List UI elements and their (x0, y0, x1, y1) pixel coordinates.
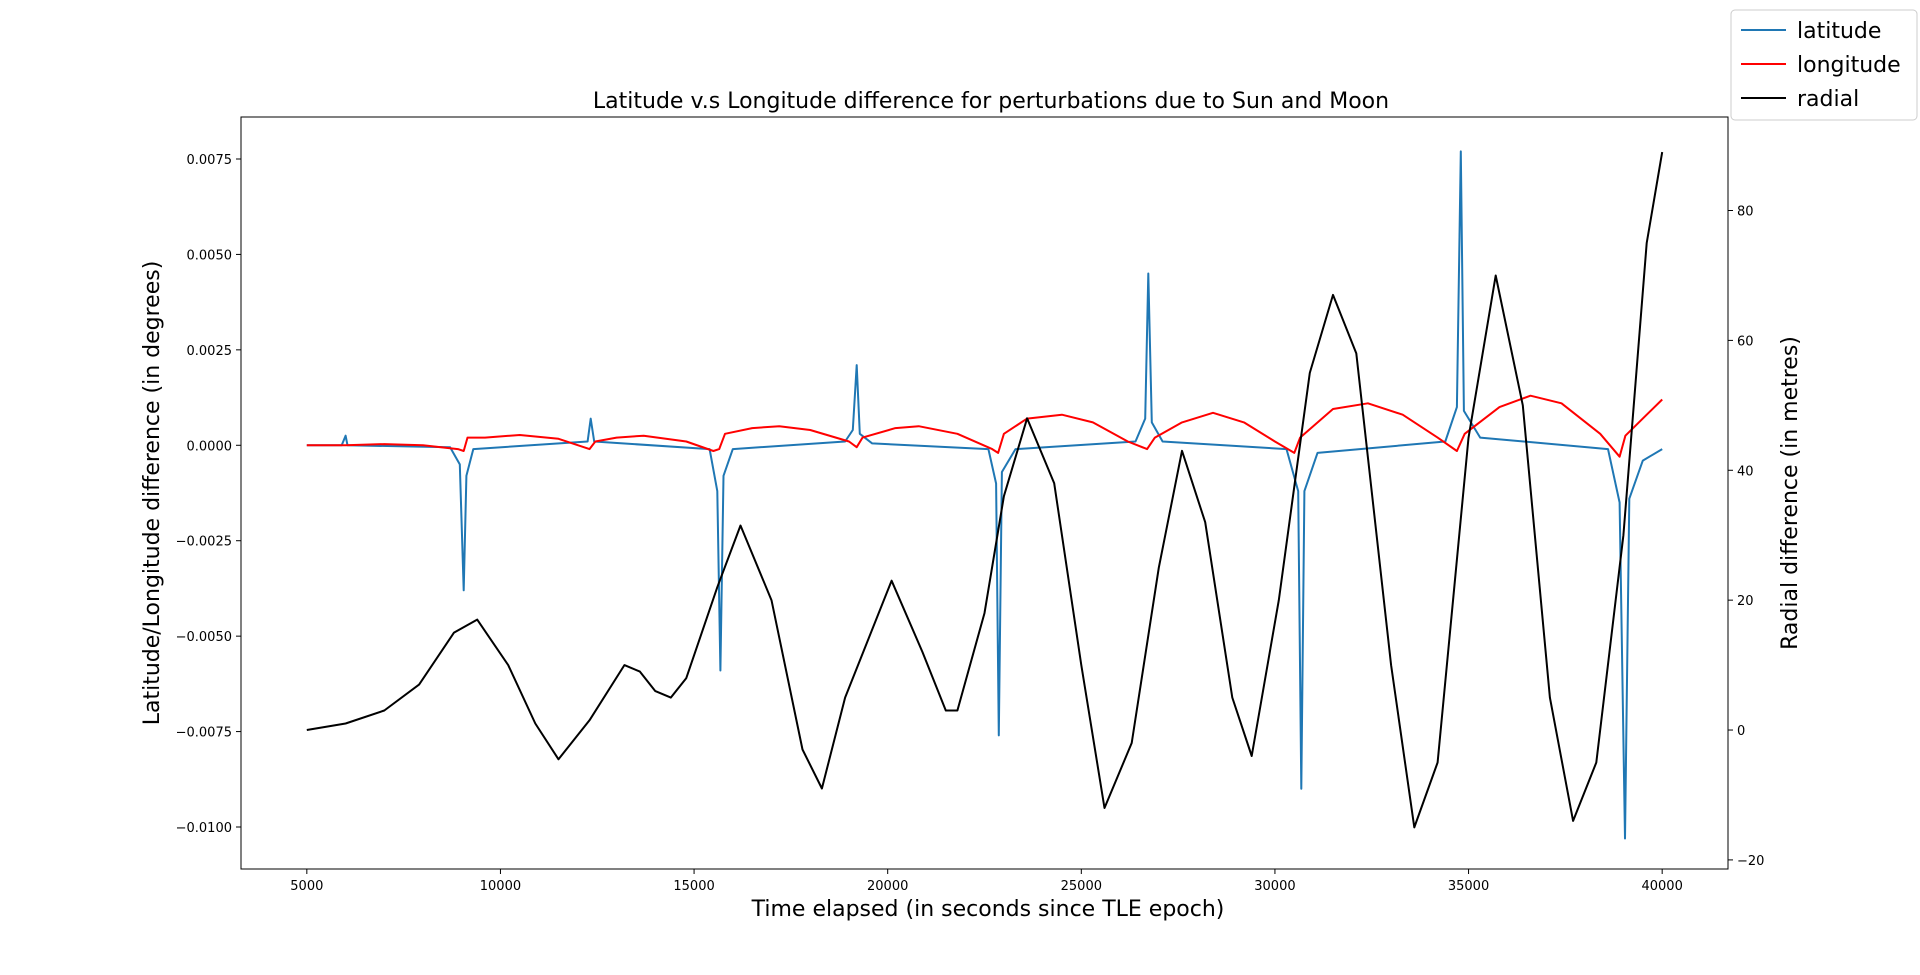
y-left-tick-label: 0.0075 (187, 153, 233, 168)
y-axis-right-label: Radial difference (in metres) (1778, 336, 1803, 650)
y-right-tick-label: 20 (1737, 594, 1754, 609)
y-left-tick-label: −0.0025 (176, 535, 232, 550)
series-line-radial (306, 151, 1664, 829)
y-left-tick-label: 0.0025 (187, 344, 233, 359)
y-left-tick-label: −0.0050 (176, 630, 232, 645)
y-right-tick-label: 60 (1737, 334, 1754, 349)
x-tick-label: 10000 (480, 879, 521, 894)
legend-box (1730, 9, 1918, 121)
y-left-tick-label: −0.0100 (176, 821, 232, 836)
series-line-longitude (306, 394, 1663, 458)
legend-label-radial: radial (1797, 87, 1859, 112)
x-tick-label: 15000 (673, 879, 714, 894)
x-tick-label: 35000 (1448, 879, 1489, 894)
y-left-tick-label: 0.0000 (187, 439, 233, 454)
y-axis-left: 0.0075 0.0050 0.0025 0.0000 −0.0025 −0.0050 −0… (176, 153, 241, 836)
x-axis: 5000 10000 15000 20000 25000 30000 35000 40000 (290, 869, 1683, 894)
x-tick-label: 20000 (867, 879, 908, 894)
x-tick-label: 25000 (1061, 879, 1102, 894)
legend: latitude longitude radial (1730, 9, 1918, 121)
y-right-tick-label: 40 (1737, 464, 1754, 479)
y-axis-left-label: Latitude/Longitude difference (in degree… (140, 261, 165, 726)
plot-lines (306, 150, 1664, 840)
x-tick-label: 30000 (1254, 879, 1295, 894)
y-right-tick-label: −20 (1737, 854, 1764, 869)
y-axis-right: 80 60 40 20 0 −20 (1728, 205, 1764, 869)
legend-label-latitude: latitude (1797, 19, 1881, 44)
y-right-tick-label: 0 (1737, 724, 1745, 739)
plot-frame (240, 116, 1729, 870)
y-left-tick-label: 0.0050 (187, 248, 233, 263)
legend-label-longitude: longitude (1797, 53, 1901, 78)
x-tick-label: 5000 (290, 879, 323, 894)
series-line-latitude (306, 150, 1663, 840)
x-tick-label: 40000 (1641, 879, 1682, 894)
y-right-tick-label: 80 (1737, 205, 1754, 220)
y-left-tick-label: −0.0075 (176, 726, 232, 741)
x-axis-label: Time elapsed (in seconds since TLE epoch… (751, 897, 1225, 922)
chart-title: Latitude v.s Longitude difference for pe… (593, 89, 1389, 114)
